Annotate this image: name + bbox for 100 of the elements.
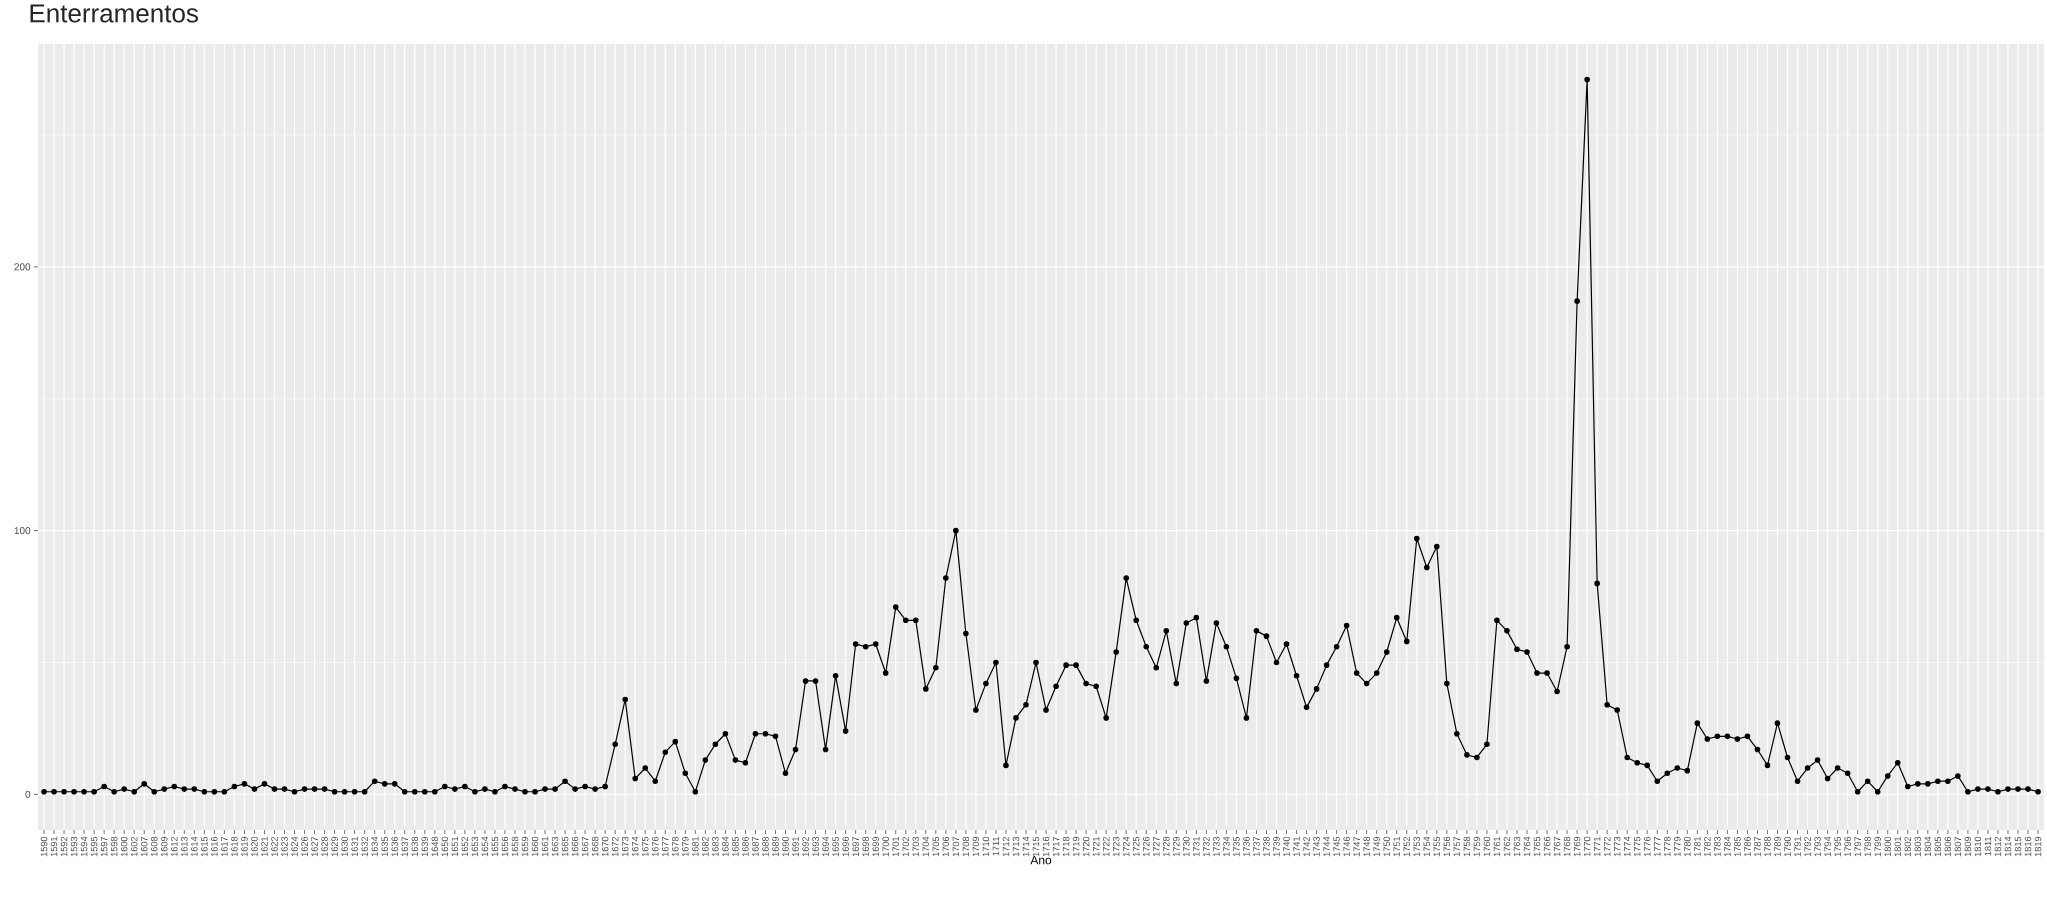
- x-tick-label: 1791: [1794, 836, 1801, 857]
- x-tick-label: 1729: [1173, 836, 1180, 857]
- x-tick-label: 1674: [631, 836, 639, 857]
- x-tick-label: 1704: [922, 836, 930, 857]
- x-tick-label: 1766: [1543, 836, 1551, 857]
- x-tick-label: 1747: [1353, 836, 1360, 857]
- x-tick-label: 1629: [331, 836, 338, 857]
- x-tick-label: 1614: [191, 836, 198, 857]
- x-tick-label: 1758: [1463, 836, 1471, 857]
- x-tick-label: 1652: [461, 836, 469, 857]
- x-tick-label: 1795: [1834, 836, 1841, 857]
- x-tick-label: 1755: [1433, 836, 1441, 857]
- x-tick-label: 1705: [932, 836, 940, 857]
- x-tick-label: 1672: [611, 836, 619, 857]
- x-tick-label: 1661: [541, 836, 549, 857]
- x-tick-label: 1719: [1072, 836, 1080, 857]
- x-tick-label: 1707: [952, 836, 960, 857]
- x-tick-label: 1650: [441, 836, 449, 857]
- x-tick-label: 1677: [662, 836, 669, 857]
- x-tick-label: 1708: [962, 836, 970, 857]
- x-tick-label: 1774: [1624, 836, 1631, 857]
- x-tick-label: 1628: [321, 836, 328, 857]
- x-tick-label: 1600: [120, 836, 128, 857]
- x-tick-label: 1624: [291, 836, 298, 857]
- x-tick-label: 1673: [621, 836, 629, 857]
- x-tick-label: 1660: [531, 836, 539, 857]
- x-tick-label: 1732: [1203, 836, 1210, 857]
- x-tick-label: 1602: [130, 836, 138, 857]
- x-tick-label: 1781: [1694, 836, 1701, 857]
- x-tick-label: 1711: [992, 836, 1000, 856]
- x-tick-label: 1794: [1824, 836, 1831, 857]
- x-tick-label: 1785: [1734, 836, 1741, 857]
- x-tick-label: 1607: [140, 836, 148, 857]
- x-tick-label: 1751: [1393, 836, 1400, 857]
- x-tick-label: 1812: [1994, 836, 2002, 857]
- x-tick-label: 1595: [90, 836, 98, 857]
- x-tick-label: 1697: [852, 836, 859, 857]
- x-tick-label: 1592: [60, 836, 68, 857]
- x-tick-label: 1814: [2004, 836, 2012, 857]
- x-tick-label: 1612: [171, 836, 178, 857]
- x-tick-label: 1655: [491, 836, 499, 857]
- x-tick-label: 1799: [1874, 836, 1881, 857]
- x-tick-label: 1771: [1593, 836, 1601, 857]
- x-tick-label: 1741: [1293, 836, 1300, 857]
- x-tick-label: 1623: [281, 836, 288, 857]
- x-tick-label: 1809: [1964, 836, 1972, 857]
- x-tick-label: 1769: [1573, 836, 1581, 857]
- x-tick-label: 1737: [1253, 836, 1260, 857]
- x-tick-label: 1690: [782, 836, 789, 857]
- x-tick-label: 1626: [301, 836, 308, 857]
- x-tick-label: 1617: [221, 836, 228, 857]
- x-tick-label: 1701: [892, 836, 899, 857]
- x-tick-label: 1777: [1654, 836, 1661, 857]
- x-tick-label: 1752: [1403, 836, 1411, 857]
- x-tick-label: 1615: [201, 836, 208, 857]
- x-tick-label: 1720: [1082, 836, 1090, 857]
- x-tick-label: 1703: [912, 836, 920, 857]
- x-tick-label: 1786: [1744, 836, 1751, 857]
- x-tick-label: 1620: [251, 836, 258, 857]
- x-tick-label: 1773: [1613, 836, 1621, 857]
- x-tick-label: 1684: [722, 836, 729, 857]
- x-tick-label: 1717: [1052, 836, 1060, 857]
- x-tick-label: 1744: [1323, 836, 1330, 857]
- x-tick-label: 1689: [772, 836, 779, 857]
- x-tick-label: 1598: [110, 836, 118, 857]
- x-tick-label: 1770: [1583, 836, 1591, 857]
- x-tick-label: 1805: [1934, 836, 1942, 857]
- x-tick-label: 1767: [1553, 836, 1561, 857]
- x-tick-label: 1721: [1092, 836, 1100, 857]
- x-tick-label: 1658: [511, 836, 519, 857]
- x-tick-label: 1663: [551, 836, 559, 857]
- x-tick-label: 1630: [341, 836, 348, 857]
- x-tick-label: 1723: [1112, 836, 1120, 857]
- x-tick-label: 1678: [672, 836, 679, 857]
- x-tick-label: 1608: [150, 836, 158, 857]
- x-tick-label: 1727: [1153, 836, 1160, 857]
- x-tick-label: 1742: [1303, 836, 1310, 857]
- x-tick-label: 1793: [1814, 836, 1821, 857]
- x-tick-label: 1730: [1183, 836, 1190, 857]
- x-tick-label: 1695: [832, 836, 839, 857]
- x-tick-label: 1665: [561, 836, 569, 857]
- x-tick-label: 1776: [1643, 836, 1651, 857]
- x-tick-label: 1801: [1894, 836, 1902, 857]
- x-tick-label: 1637: [401, 836, 409, 857]
- x-tick-label: 1789: [1774, 836, 1781, 857]
- x-tick-label: 1621: [261, 836, 268, 857]
- x-tick-label: 1694: [822, 836, 829, 857]
- x-tick-label: 1654: [481, 836, 489, 857]
- x-tick-label: 1613: [181, 836, 188, 857]
- x-tick-label: 1804: [1924, 836, 1932, 857]
- x-tick-label: 1679: [682, 836, 689, 857]
- x-tick-label: 1728: [1163, 836, 1170, 857]
- y-tick-label: 100: [14, 527, 31, 535]
- x-tick-label: 1768: [1563, 836, 1571, 857]
- x-tick-label: 1639: [421, 836, 429, 857]
- x-tick-label: 1685: [732, 836, 739, 857]
- x-tick-label: 1779: [1674, 836, 1681, 857]
- x-tick-label: 1627: [311, 836, 318, 857]
- x-tick-label: 1765: [1533, 836, 1541, 857]
- x-tick-label: 1631: [351, 836, 358, 857]
